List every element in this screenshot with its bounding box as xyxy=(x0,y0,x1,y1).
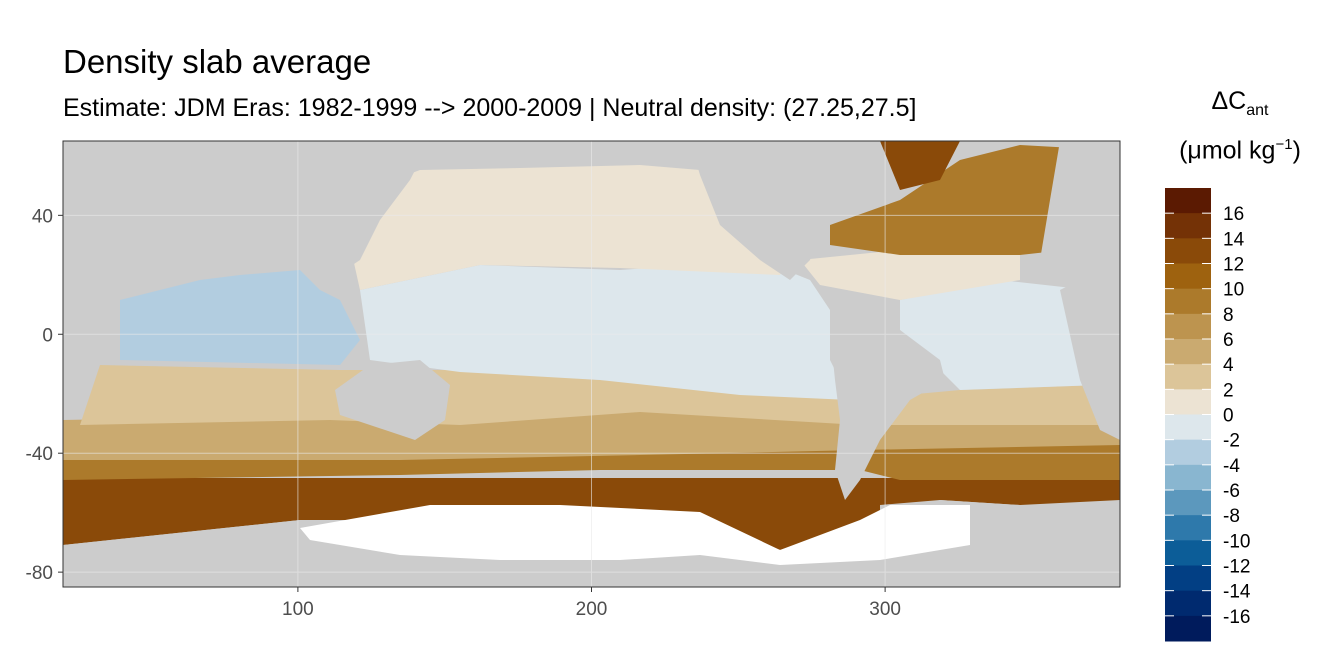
legend-label: 10 xyxy=(1223,280,1244,301)
legend-swatch xyxy=(1165,490,1211,516)
legend-label: -6 xyxy=(1223,481,1240,502)
chart-title: Density slab average xyxy=(63,43,372,80)
legend-swatch xyxy=(1165,389,1211,415)
x-tick-label: 200 xyxy=(576,599,608,620)
legend-label: -14 xyxy=(1223,582,1251,603)
legend-title-sub: ant xyxy=(1246,102,1269,119)
legend-label: 14 xyxy=(1223,229,1245,250)
ocean-tropical-atlantic xyxy=(900,280,1100,390)
land-europe xyxy=(1040,141,1120,270)
legend-swatch xyxy=(1165,339,1211,365)
legend-label: -12 xyxy=(1223,557,1250,578)
legend-swatch xyxy=(1165,565,1211,592)
gridlines xyxy=(63,141,1120,587)
legend-label: 2 xyxy=(1223,380,1234,401)
land-australia xyxy=(335,360,450,440)
legend-swatch xyxy=(1165,213,1211,239)
legend-title: ΔCant (μmol kg−1) xyxy=(1160,84,1320,167)
ocean-arctic-fringe xyxy=(880,141,960,190)
ocean-tropical-pacific xyxy=(360,260,850,400)
land-south-america xyxy=(830,320,945,500)
antarctic-nodata xyxy=(300,505,970,565)
legend-unit: (μmol kg xyxy=(1179,136,1276,165)
ocean-indian xyxy=(120,270,360,365)
y-tick-label: 40 xyxy=(32,206,53,227)
legend-label: 16 xyxy=(1223,204,1244,225)
legend-label: -16 xyxy=(1223,607,1250,628)
ocean-southern-deep xyxy=(63,478,1120,550)
legend-swatch xyxy=(1165,464,1211,491)
legend-swatch xyxy=(1165,540,1211,566)
legend-swatch xyxy=(1165,590,1211,617)
legend-swatch xyxy=(1165,615,1211,642)
land-asia xyxy=(63,141,430,280)
ocean-north-pacific xyxy=(340,165,790,290)
legend-swatch xyxy=(1165,515,1211,541)
legend-label: 6 xyxy=(1223,330,1234,351)
x-tick-label: 300 xyxy=(869,599,901,620)
chart-subtitle: Estimate: JDM Eras: 1982-1999 --> 2000-2… xyxy=(63,94,917,122)
legend-label: -10 xyxy=(1223,531,1250,552)
land-africa xyxy=(1060,260,1120,440)
legend-swatch xyxy=(1165,238,1211,264)
legend-label: 0 xyxy=(1223,406,1234,427)
legend-swatch xyxy=(1165,263,1211,290)
legend-swatch xyxy=(1165,414,1211,441)
ocean-north-atlantic xyxy=(830,145,1110,255)
y-tick-label: -80 xyxy=(26,563,53,584)
legend-unit-exponent: −1 xyxy=(1275,136,1293,153)
legend-swatch xyxy=(1165,364,1211,390)
legend-label: -4 xyxy=(1223,456,1240,477)
legend-label: 12 xyxy=(1223,255,1244,276)
legend-label: 4 xyxy=(1223,355,1234,376)
ocean-north-atlantic-south xyxy=(800,250,1020,300)
x-tick-label: 100 xyxy=(282,599,314,620)
legend-label: -8 xyxy=(1223,506,1240,527)
legend-swatch xyxy=(1165,288,1211,315)
legend-swatch xyxy=(1165,313,1211,340)
legend-unit-close: ) xyxy=(1292,136,1301,165)
y-tick-label: 0 xyxy=(42,325,53,346)
legend-label: 8 xyxy=(1223,305,1234,326)
legend-swatch xyxy=(1165,439,1211,466)
legend-title-main: ΔC xyxy=(1211,87,1247,115)
legend-swatch xyxy=(1165,188,1211,214)
y-tick-label: -40 xyxy=(26,444,53,465)
land-north-america xyxy=(690,141,890,280)
legend-label: -2 xyxy=(1223,431,1240,452)
